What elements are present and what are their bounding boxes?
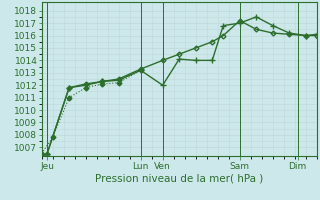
X-axis label: Pression niveau de la mer( hPa ): Pression niveau de la mer( hPa ) [95, 173, 263, 183]
